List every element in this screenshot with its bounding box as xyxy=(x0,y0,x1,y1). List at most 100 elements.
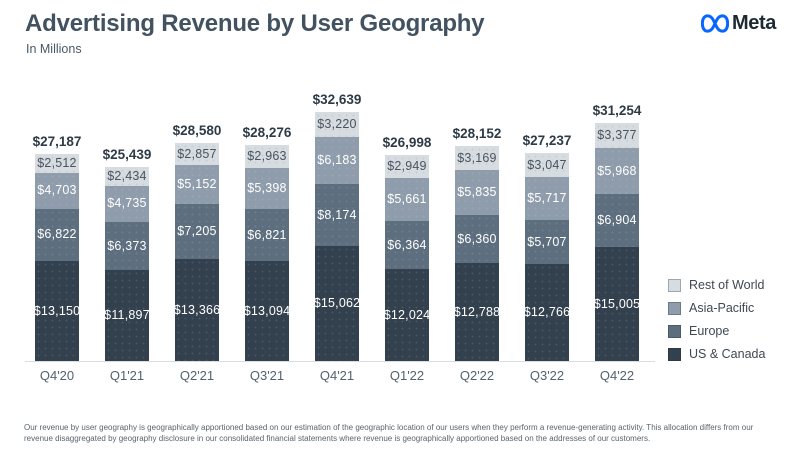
meta-wordmark: Meta xyxy=(732,12,776,34)
segment-us-canada: $12,766 xyxy=(523,263,571,361)
segment-value-label: $2,512 xyxy=(37,155,77,170)
legend-swatch xyxy=(668,347,681,361)
chart-subtitle: In Millions xyxy=(26,42,82,56)
bar-total-label: $27,187 xyxy=(32,133,82,149)
chart-legend: Rest of World Asia-Pacific Europe US & Cana… xyxy=(668,278,765,361)
segment-value-label: $5,717 xyxy=(527,191,567,206)
segment-rest-of-world: $2,512 xyxy=(35,153,79,173)
segment-rest-of-world: $2,949 xyxy=(385,155,429,178)
segment-value-label: $15,005 xyxy=(593,296,641,311)
segment-value-label: $2,857 xyxy=(177,146,217,161)
segment-us-canada: $11,897 xyxy=(104,270,150,361)
segment-rest-of-world: $2,434 xyxy=(105,166,149,186)
meta-infinity-icon xyxy=(701,14,729,33)
chart-title: Advertising Revenue by User Geography xyxy=(25,10,485,37)
bars-row: $27,187 $2,512 $4,703 $6,822 $13,150 Q4'20 $25… xyxy=(25,90,655,383)
segment-value-label: $3,377 xyxy=(597,128,637,143)
segment-asia-pacific: $5,152 xyxy=(175,164,219,204)
segment-rest-of-world: $2,857 xyxy=(175,142,219,165)
x-axis-label: Q3'21 xyxy=(249,368,285,383)
legend-swatch xyxy=(668,301,681,315)
segment-europe: $6,822 xyxy=(35,208,79,261)
segment-europe: $6,360 xyxy=(455,214,499,264)
segment-us-canada: $12,788 xyxy=(453,263,501,361)
bar-q3-21: $28,276 $2,963 $5,398 $6,821 $13,094 Q3'21 xyxy=(243,125,292,383)
legend-item-us-canada: US & Canada xyxy=(668,347,765,361)
segment-us-canada: $13,150 xyxy=(33,260,81,361)
legend-label: Asia-Pacific xyxy=(689,301,755,315)
bar-q3-22: $27,237 $3,047 $5,717 $5,707 $12,766 Q3'22 xyxy=(523,133,572,383)
segment-value-label: $3,169 xyxy=(457,151,497,166)
stacked-bar-chart: $27,187 $2,512 $4,703 $6,822 $13,150 Q4'20 $25… xyxy=(25,90,655,383)
legend-swatch xyxy=(668,278,681,292)
segment-value-label: $3,047 xyxy=(527,157,567,172)
x-axis-label: Q4'21 xyxy=(319,368,355,383)
segment-asia-pacific: $5,717 xyxy=(525,176,569,221)
bar-total-label: $28,152 xyxy=(452,126,502,142)
segment-value-label: $7,205 xyxy=(177,224,217,239)
segment-asia-pacific: $5,661 xyxy=(385,177,429,221)
segment-value-label: $12,024 xyxy=(383,307,431,322)
legend-item-rest-of-world: Rest of World xyxy=(668,278,765,292)
x-axis-label: Q2'21 xyxy=(179,368,215,383)
segment-asia-pacific: $5,398 xyxy=(245,167,289,210)
segment-value-label: $2,949 xyxy=(387,159,427,174)
segment-asia-pacific: $4,735 xyxy=(105,185,149,222)
segment-rest-of-world: $3,377 xyxy=(595,122,639,149)
segment-value-label: $8,174 xyxy=(317,207,357,222)
segment-value-label: $2,963 xyxy=(247,149,287,164)
segment-value-label: $13,366 xyxy=(173,302,221,317)
segment-europe: $6,364 xyxy=(385,220,429,270)
segment-value-label: $13,150 xyxy=(33,303,81,318)
segment-value-label: $5,707 xyxy=(527,234,567,249)
segment-europe: $5,707 xyxy=(525,220,569,264)
bar-q2-21: $28,580 $2,857 $5,152 $7,205 $13,366 Q2'21 xyxy=(173,123,222,383)
segment-us-canada: $15,005 xyxy=(593,246,641,361)
segment-value-label: $6,821 xyxy=(247,227,287,242)
segment-rest-of-world: $3,047 xyxy=(525,153,569,177)
segment-value-label: $5,661 xyxy=(387,191,427,206)
legend-label: US & Canada xyxy=(689,347,766,361)
bar-total-label: $26,998 xyxy=(382,135,432,151)
segment-value-label: $6,904 xyxy=(597,212,637,227)
segment-asia-pacific: $5,968 xyxy=(595,148,639,194)
bar-total-label: $28,580 xyxy=(172,122,222,138)
bar-q4-20: $27,187 $2,512 $4,703 $6,822 $13,150 Q4'20 xyxy=(33,134,82,383)
legend-label: Rest of World xyxy=(689,278,765,292)
segment-value-label: $13,094 xyxy=(243,303,291,318)
segment-value-label: $15,062 xyxy=(313,296,361,311)
segment-value-label: $12,788 xyxy=(453,304,501,319)
bar-q4-21: $32,639 $3,220 $6,183 $8,174 $15,062 Q4'21 xyxy=(313,92,362,383)
segment-value-label: $6,373 xyxy=(107,238,147,253)
segment-value-label: $6,364 xyxy=(387,237,427,252)
bar-q4-22: $31,254 $3,377 $5,968 $6,904 $15,005 Q4'22 xyxy=(593,103,642,383)
x-axis-label: Q3'22 xyxy=(529,368,565,383)
meta-logo: Meta xyxy=(701,12,776,35)
x-axis-label: Q4'20 xyxy=(39,368,75,383)
footnote: Our revenue by user geography is geograp… xyxy=(24,423,754,443)
legend-swatch xyxy=(668,324,681,338)
x-axis-label: Q2'22 xyxy=(459,368,495,383)
bar-q1-22: $26,998 $2,949 $5,661 $6,364 $12,024 Q1'22 xyxy=(383,135,432,383)
segment-value-label: $3,220 xyxy=(317,116,357,131)
segment-value-label: $6,822 xyxy=(37,227,77,242)
legend-label: Europe xyxy=(689,324,730,338)
segment-value-label: $5,835 xyxy=(457,185,497,200)
segment-us-canada: $15,062 xyxy=(313,246,361,361)
x-axis-label: Q1'22 xyxy=(389,368,425,383)
bar-total-label: $28,276 xyxy=(242,125,292,141)
segment-europe: $7,205 xyxy=(175,204,219,259)
segment-value-label: $5,968 xyxy=(597,163,637,178)
segment-value-label: $5,152 xyxy=(177,177,217,192)
bar-total-label: $31,254 xyxy=(592,102,642,118)
segment-europe: $8,174 xyxy=(315,183,359,247)
segment-rest-of-world: $3,169 xyxy=(455,146,499,171)
bar-total-label: $32,639 xyxy=(312,91,362,107)
legend-item-asia-pacific: Asia-Pacific xyxy=(668,301,765,315)
segment-asia-pacific: $4,703 xyxy=(35,172,79,209)
bar-q1-21: $25,439 $2,434 $4,735 $6,373 $11,897 Q1'21 xyxy=(103,147,152,383)
segment-value-label: $6,183 xyxy=(317,152,357,167)
segment-rest-of-world: $3,220 xyxy=(315,111,359,137)
segment-value-label: $12,766 xyxy=(523,305,571,320)
